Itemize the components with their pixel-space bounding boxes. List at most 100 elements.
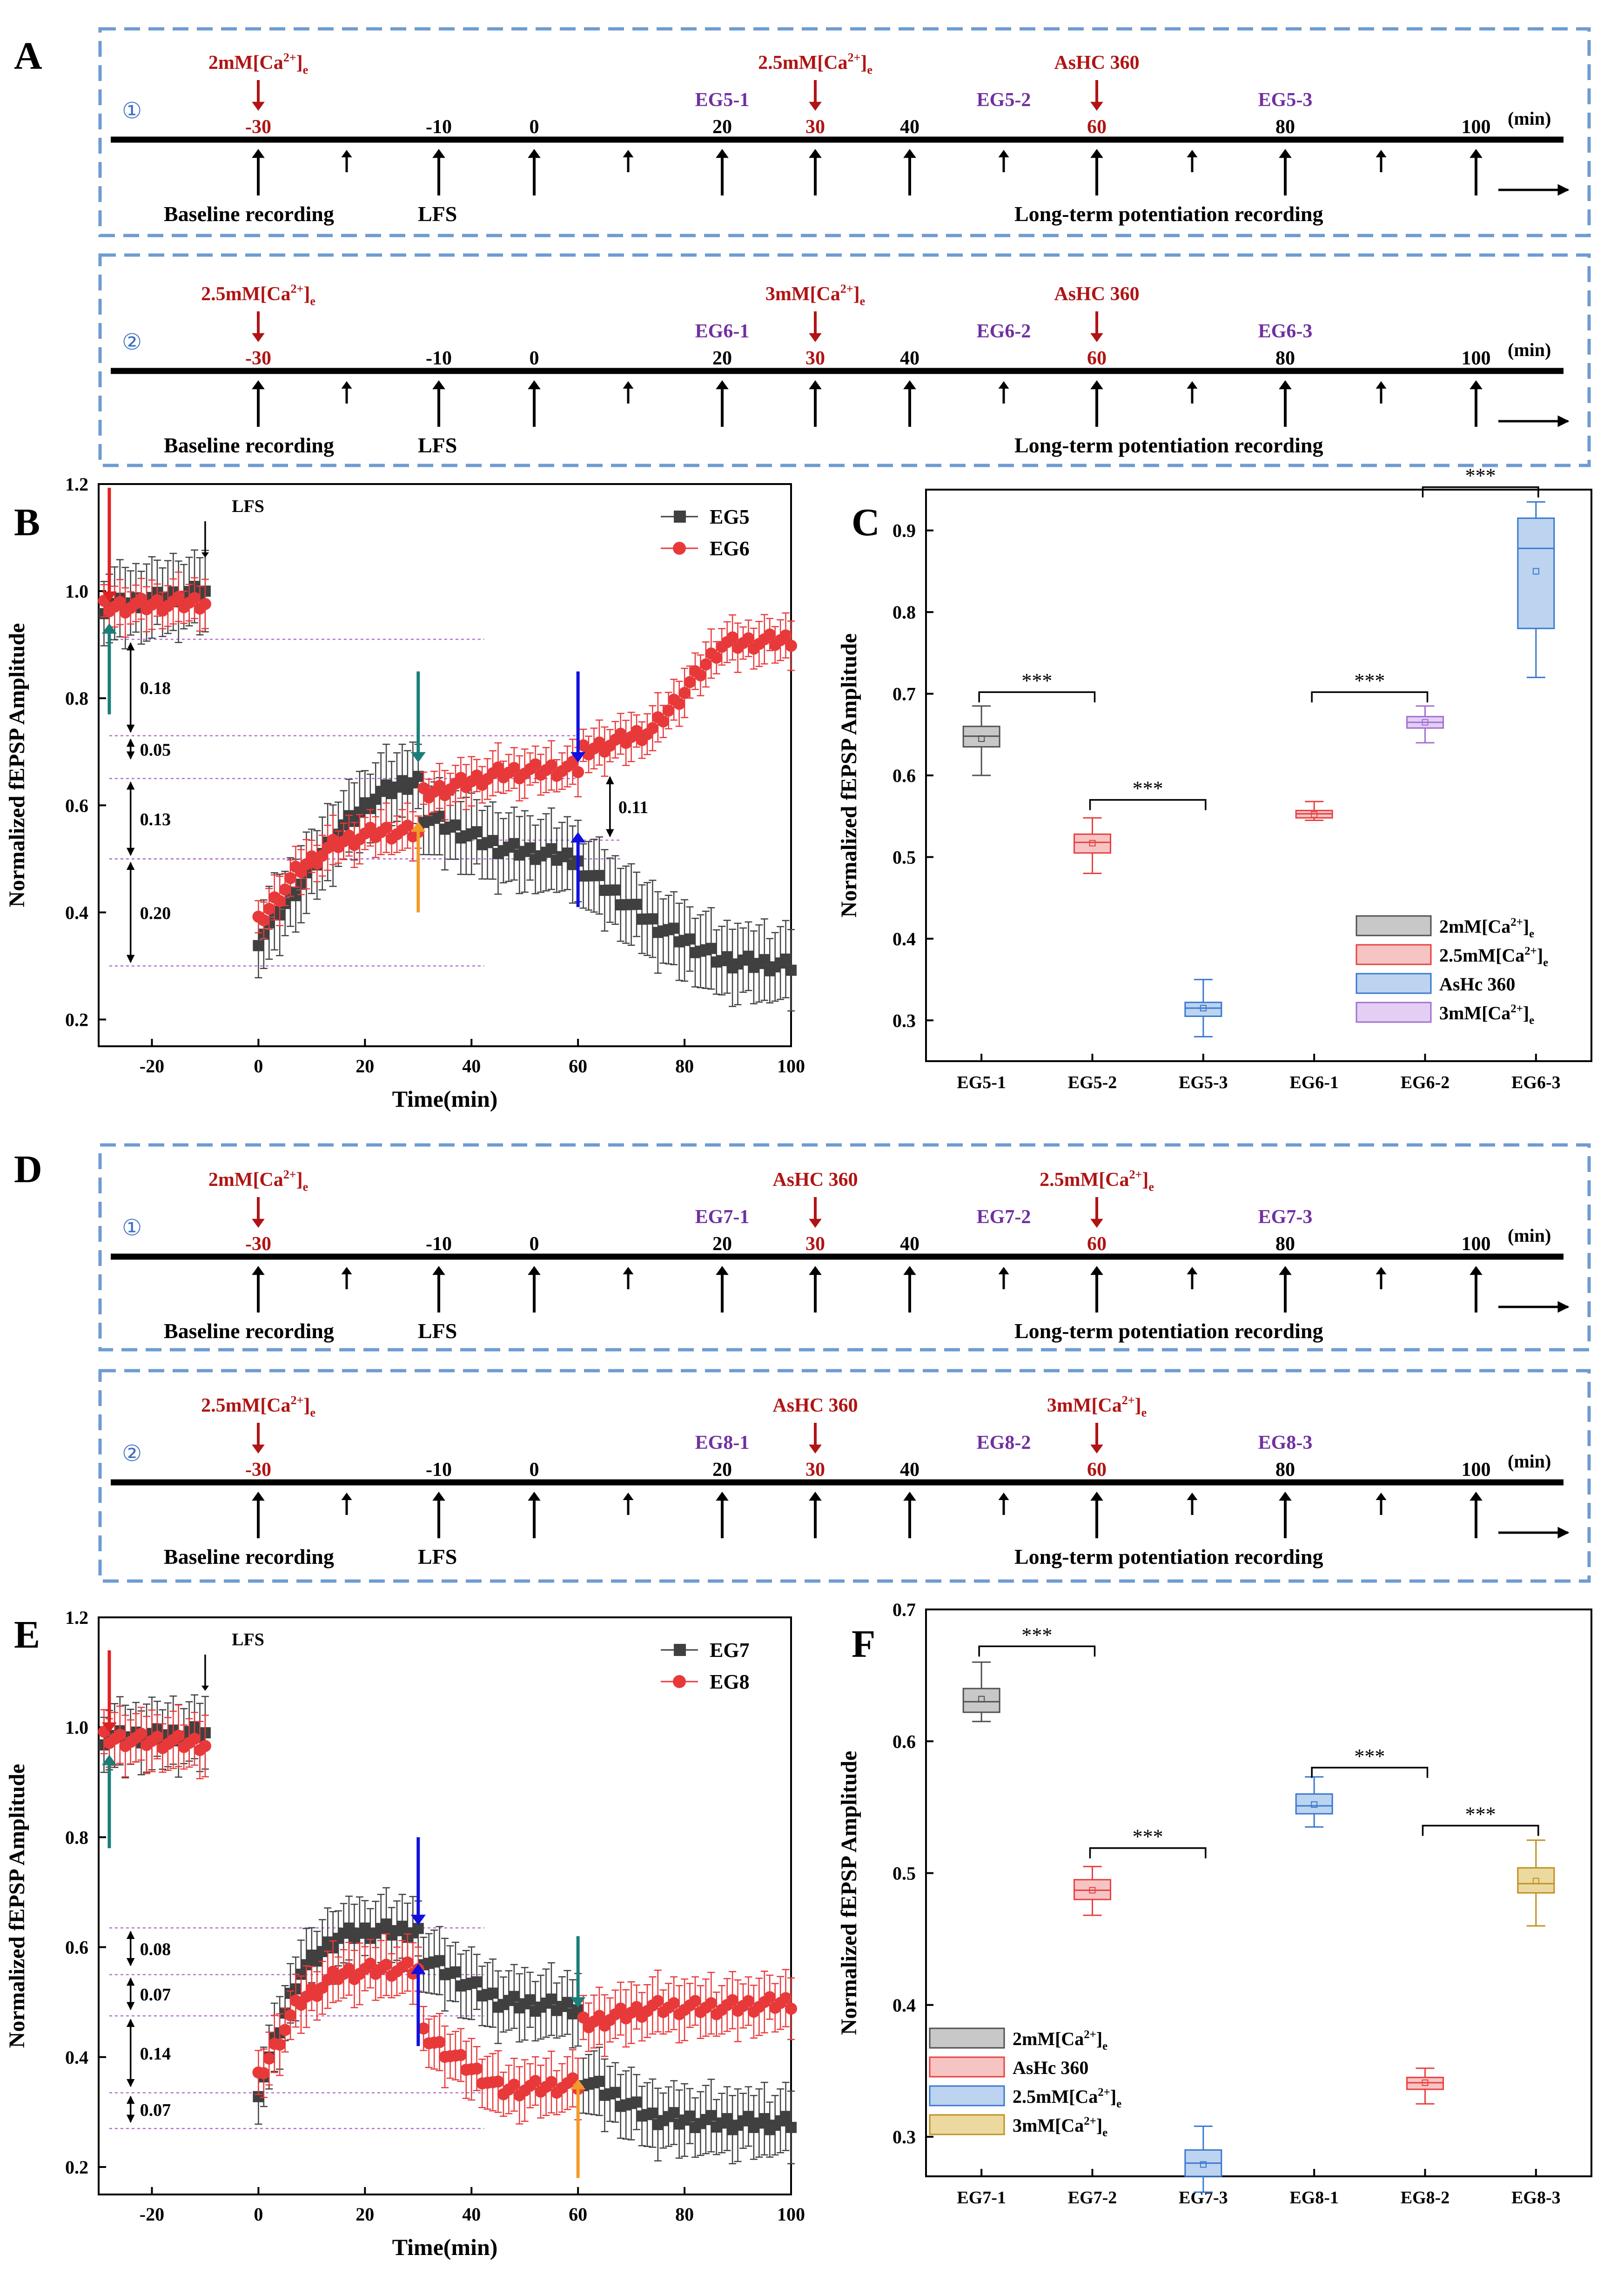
data-point xyxy=(785,2002,797,2015)
y-tick-label: 1.2 xyxy=(65,474,88,495)
stimulus-arrow-large-head xyxy=(716,380,729,390)
data-point xyxy=(471,1976,483,1988)
x-tick-label: 40 xyxy=(462,2204,481,2225)
timeline-tick-100: 100 xyxy=(1462,1459,1491,1481)
stimulus-arrow-large-head xyxy=(903,149,916,158)
data-point xyxy=(401,820,414,832)
group-label: EG8-1 xyxy=(695,1432,750,1454)
significance-bracket xyxy=(1422,1824,1539,1836)
data-point xyxy=(572,766,584,778)
timeline-unit: (min) xyxy=(1508,339,1551,360)
stimulus-arrow-small-head xyxy=(341,1493,352,1500)
panel-label-A: A xyxy=(14,34,42,78)
significance-stars: *** xyxy=(1021,1623,1052,1646)
data-point xyxy=(487,1987,499,1999)
data-point xyxy=(151,594,163,606)
panel-label-E: E xyxy=(14,1613,40,1656)
group-label: EG6-1 xyxy=(695,321,750,342)
iqr-box xyxy=(1074,833,1111,854)
group-label: EG5-2 xyxy=(977,89,1031,111)
data-point xyxy=(780,2111,792,2122)
y-tick-label: 0.3 xyxy=(893,1010,916,1031)
intervention-arrow-red-head xyxy=(101,1722,117,1733)
data-point xyxy=(508,1991,520,2002)
timeline-tick-60: 60 xyxy=(1087,348,1107,369)
y-tick-label: 0.3 xyxy=(893,2127,916,2147)
data-point xyxy=(684,676,696,688)
ltp-label: Long-term potentiation recording xyxy=(1014,1545,1323,1568)
difference-value: 0.11 xyxy=(618,798,648,817)
data-point xyxy=(524,842,536,854)
timeline-tick-80: 80 xyxy=(1275,1459,1295,1481)
timeline-tick--30: -30 xyxy=(245,348,271,369)
data-point xyxy=(562,847,573,859)
x-tick-label: 80 xyxy=(675,1056,694,1077)
timeline-tick-20: 20 xyxy=(712,1459,732,1481)
iqr-box xyxy=(1184,1002,1222,1017)
treatment-label: 2.5mM[Ca2+]e xyxy=(201,1393,315,1419)
timeline-unit: (min) xyxy=(1508,1225,1551,1246)
box-EG7-3 xyxy=(1184,2125,1222,2193)
significance-stars: *** xyxy=(1354,669,1385,692)
protocol-dashed-frame xyxy=(98,1369,1591,1583)
stimulus-arrow-small-head xyxy=(998,150,1009,157)
protocol-dashed-frame xyxy=(98,253,1591,467)
stimulus-arrow-small-head xyxy=(1187,381,1198,389)
data-point xyxy=(785,639,797,652)
legend-swatch xyxy=(1356,1002,1432,1023)
data-point xyxy=(263,902,275,915)
group-label: EG8-3 xyxy=(1258,1432,1313,1454)
data-point xyxy=(780,953,792,965)
baseline-label: Baseline recording xyxy=(164,1545,334,1568)
stimulus-arrow-large-head xyxy=(716,1266,729,1275)
stimulus-arrow-large-head xyxy=(1470,380,1483,390)
data-point xyxy=(492,761,504,774)
data-point xyxy=(614,727,627,740)
timeline-tick-40: 40 xyxy=(900,348,919,369)
data-point xyxy=(593,2075,605,2087)
data-point xyxy=(743,2111,754,2122)
mean-marker xyxy=(1532,1878,1539,1885)
treatment-label: 2mM[Ca2+]e xyxy=(208,51,308,76)
iqr-box xyxy=(962,1688,1000,1713)
data-point xyxy=(689,1995,701,2007)
mean-marker xyxy=(1422,719,1429,726)
stimulus-arrow-large-head xyxy=(1090,1492,1103,1501)
y-axis-title: Normalized fEPSP Amplitude xyxy=(5,623,29,908)
box-EG7-2 xyxy=(1074,1865,1111,1916)
data-point xyxy=(450,819,461,831)
intervention-arrow-teal-head xyxy=(410,752,426,763)
data-point xyxy=(455,772,467,784)
data-point xyxy=(508,838,520,849)
legend-label: EG7 xyxy=(710,1639,750,1662)
legend-label: EG6 xyxy=(710,537,750,560)
timeline-tick-40: 40 xyxy=(900,116,919,138)
box-EG6-1 xyxy=(1295,801,1333,821)
timeline-tick-40: 40 xyxy=(900,1459,919,1481)
data-point xyxy=(417,2022,430,2035)
data-point xyxy=(758,2113,770,2125)
timeline-tick-0: 0 xyxy=(530,348,539,369)
timeline-tick--10: -10 xyxy=(426,1233,452,1255)
data-point xyxy=(545,759,557,772)
stimulus-arrow-small-head xyxy=(1187,1493,1198,1500)
stimulus-arrow-large-head xyxy=(1279,380,1292,390)
timeline-tick-80: 80 xyxy=(1275,116,1295,138)
group-label: EG8-2 xyxy=(977,1432,1031,1454)
treatment-label: 3mM[Ca2+]e xyxy=(1047,1393,1147,1419)
treatment-label: 2mM[Ca2+]e xyxy=(208,1168,308,1193)
stimulus-arrow-large-head xyxy=(528,380,541,390)
intervention-arrow-blue-head xyxy=(570,832,586,843)
y-tick-label: 0.4 xyxy=(65,2047,88,2068)
baseline-label: Baseline recording xyxy=(164,202,334,226)
data-point xyxy=(492,2075,504,2088)
y-tick-label: 0.4 xyxy=(893,1995,916,2016)
chart-C: 0.3 0.4 0.5 0.6 0.7 0.8 0.9 EG5-1 EG5-2 EG5-3 EG6-… xyxy=(837,464,1592,1092)
treatment-label: 2.5mM[Ca2+]e xyxy=(1040,1168,1154,1193)
iqr-box xyxy=(1517,517,1555,629)
y-tick-label: 0.7 xyxy=(893,684,916,705)
x-tick-label: EG6-1 xyxy=(1289,1073,1339,1092)
data-point xyxy=(151,1730,163,1743)
stimulus-arrow-small-head xyxy=(623,1493,634,1500)
